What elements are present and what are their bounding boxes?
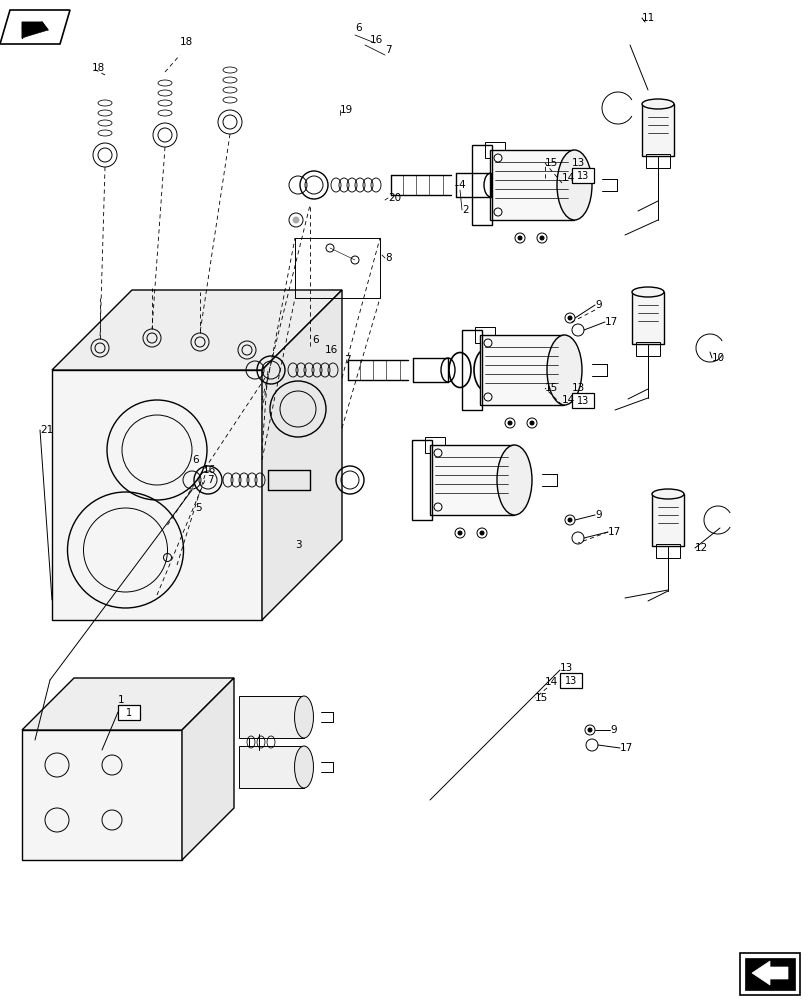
Text: 16: 16 <box>324 345 338 355</box>
Polygon shape <box>182 678 234 860</box>
Text: 16: 16 <box>370 35 383 45</box>
Text: 2: 2 <box>461 205 468 215</box>
Bar <box>294 238 380 298</box>
Text: 9: 9 <box>594 510 601 520</box>
Text: 15: 15 <box>544 158 558 168</box>
Text: 10: 10 <box>711 353 724 363</box>
Circle shape <box>517 236 521 240</box>
Ellipse shape <box>651 489 683 499</box>
Circle shape <box>539 236 543 240</box>
Text: 19: 19 <box>340 105 353 115</box>
Polygon shape <box>52 290 341 370</box>
Bar <box>479 335 564 405</box>
Text: 14: 14 <box>561 395 574 405</box>
Bar <box>489 150 574 220</box>
Bar <box>118 705 139 720</box>
Text: 9: 9 <box>609 725 616 735</box>
Text: 7: 7 <box>384 45 391 55</box>
Circle shape <box>508 421 512 425</box>
Text: 1: 1 <box>126 708 132 718</box>
Text: 13: 13 <box>571 158 585 168</box>
Bar <box>642 104 673 156</box>
Circle shape <box>350 256 358 264</box>
Circle shape <box>289 213 303 227</box>
Ellipse shape <box>631 287 663 297</box>
Polygon shape <box>22 22 48 38</box>
Text: 6: 6 <box>191 455 199 465</box>
Bar <box>571 168 594 183</box>
Text: 20: 20 <box>388 193 401 203</box>
Circle shape <box>568 316 571 320</box>
Bar <box>739 953 799 995</box>
Circle shape <box>530 421 534 425</box>
Text: 14: 14 <box>544 677 558 687</box>
Text: 1: 1 <box>118 695 124 705</box>
Text: 17: 17 <box>607 527 620 537</box>
Text: 17: 17 <box>604 317 617 327</box>
Bar <box>560 673 581 688</box>
Circle shape <box>293 217 298 223</box>
Bar <box>631 292 663 344</box>
Text: 9: 9 <box>594 300 601 310</box>
Circle shape <box>325 244 333 252</box>
Ellipse shape <box>547 335 581 405</box>
Text: 16: 16 <box>203 465 216 475</box>
Ellipse shape <box>556 150 591 220</box>
Text: 8: 8 <box>384 253 391 263</box>
Polygon shape <box>262 290 341 620</box>
Bar <box>430 445 514 515</box>
Text: 7: 7 <box>344 355 350 365</box>
Circle shape <box>479 531 483 535</box>
Polygon shape <box>52 370 262 620</box>
Bar <box>238 746 303 788</box>
Text: 3: 3 <box>294 540 301 550</box>
Bar <box>655 544 679 558</box>
Text: 6: 6 <box>311 335 318 345</box>
Text: 21: 21 <box>40 425 54 435</box>
Text: 7: 7 <box>207 475 213 485</box>
Text: 15: 15 <box>544 383 558 393</box>
Bar <box>238 696 303 738</box>
Text: 11: 11 <box>642 13 654 23</box>
Ellipse shape <box>496 445 531 515</box>
Polygon shape <box>22 730 182 860</box>
Text: 13: 13 <box>576 395 589 406</box>
Ellipse shape <box>294 746 313 788</box>
Text: 17: 17 <box>620 743 633 753</box>
Text: 15: 15 <box>534 693 547 703</box>
Ellipse shape <box>642 99 673 109</box>
Text: 12: 12 <box>694 543 707 553</box>
Text: 13: 13 <box>560 663 573 673</box>
Circle shape <box>587 728 591 732</box>
Text: 18: 18 <box>180 37 193 47</box>
Bar <box>635 342 659 356</box>
Text: 18: 18 <box>92 63 105 73</box>
Circle shape <box>568 518 571 522</box>
Ellipse shape <box>294 696 313 738</box>
Bar <box>651 494 683 546</box>
Polygon shape <box>751 961 787 985</box>
Text: 13: 13 <box>571 383 585 393</box>
Text: 13: 13 <box>564 676 577 686</box>
Text: 4: 4 <box>457 180 464 190</box>
Polygon shape <box>0 10 70 44</box>
Text: 14: 14 <box>561 173 574 183</box>
Polygon shape <box>744 958 794 990</box>
Text: 13: 13 <box>576 171 589 181</box>
Circle shape <box>457 531 461 535</box>
Bar <box>571 393 594 408</box>
Polygon shape <box>22 678 234 730</box>
Text: 6: 6 <box>354 23 361 33</box>
Text: 5: 5 <box>195 503 201 513</box>
Bar <box>646 154 669 168</box>
